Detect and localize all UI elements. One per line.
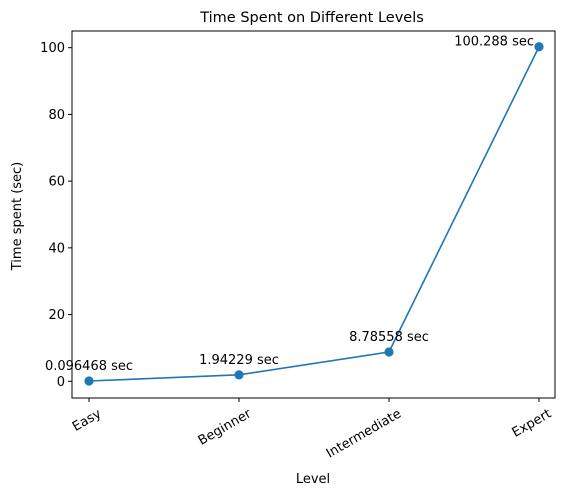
data-point (234, 370, 244, 380)
data-label: 1.94229 sec (199, 353, 279, 368)
series-line (88, 46, 540, 382)
plot-frame (71, 30, 556, 399)
y-axis-title: Time spent (sec) (10, 162, 25, 272)
y-tick-label: 80 (48, 108, 65, 123)
x-tick-label: Beginner (196, 406, 255, 449)
chart-title: Time Spent on Different Levels (199, 10, 424, 26)
data-point (534, 42, 544, 52)
data-label: 100.288 sec (454, 35, 534, 50)
y-tick-label: 60 (48, 175, 65, 190)
x-tick-label: Easy (70, 406, 104, 434)
data-label: 0.096468 sec (45, 359, 133, 374)
x-tick-label: Intermediate (324, 406, 404, 461)
y-tick-label: 100 (40, 41, 65, 56)
x-tick-label: Expert (510, 406, 554, 440)
y-tick-label: 40 (48, 241, 65, 256)
data-point (384, 347, 394, 357)
plot-area: 0 20 40 60 80 100 Easy Beginner Intermediate Expe… (40, 30, 556, 461)
y-tick-label: 20 (48, 308, 65, 323)
x-axis-title: Level (296, 472, 330, 487)
y-tick-label: 0 (57, 375, 65, 390)
data-label: 8.78558 sec (349, 330, 429, 345)
data-point (84, 376, 94, 386)
